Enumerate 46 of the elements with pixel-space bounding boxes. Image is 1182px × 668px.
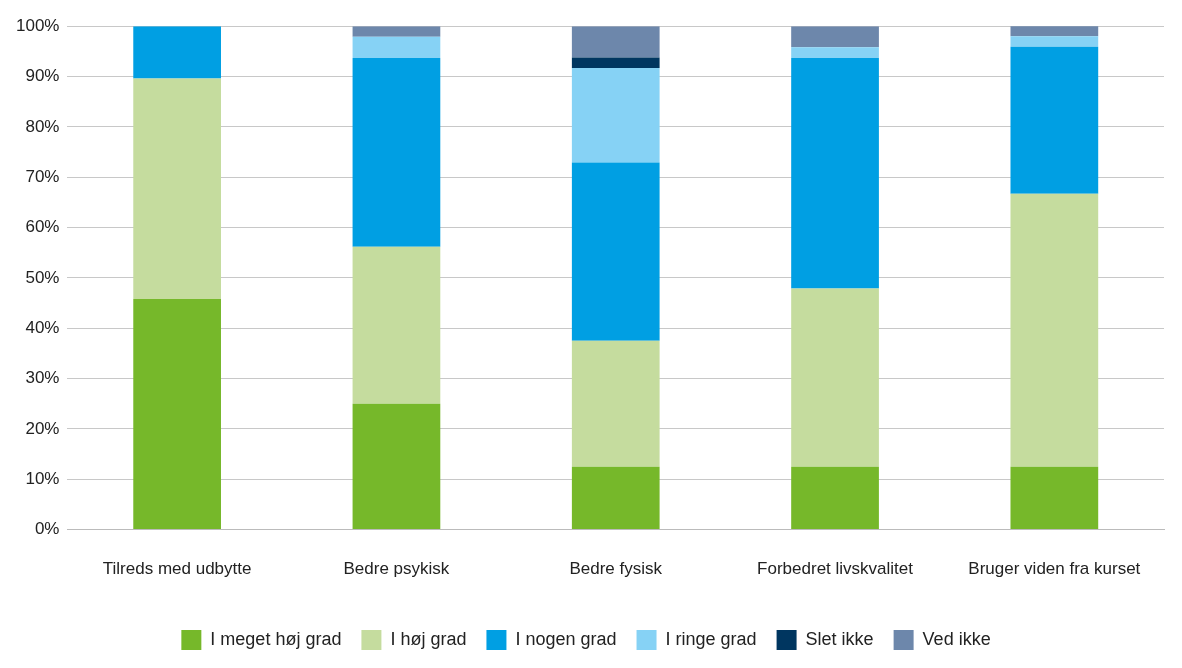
bar — [791, 57, 879, 289]
bar — [1010, 46, 1099, 194]
bar — [571, 26, 660, 58]
legend-label: Ved ikke — [922, 628, 991, 649]
legend-label: Slet ikke — [805, 628, 874, 649]
y-tick-label: 80% — [25, 116, 60, 136]
legend-label: I nogen grad — [515, 628, 617, 649]
y-tick-label: 60% — [25, 217, 60, 237]
y-tick-label: 40% — [25, 317, 60, 337]
bar — [352, 57, 441, 247]
bar — [133, 26, 221, 79]
bar — [571, 57, 660, 68]
x-tick-label: Bedre psykisk — [343, 559, 450, 579]
bar — [1010, 26, 1099, 37]
legend-label: I ringe grad — [665, 628, 757, 649]
bar — [571, 340, 660, 467]
bar — [352, 403, 441, 530]
y-tick-label: 70% — [25, 166, 60, 186]
bar — [791, 26, 879, 48]
bar — [791, 466, 879, 530]
bar — [133, 78, 221, 300]
y-tick-label: 30% — [25, 368, 60, 388]
x-tick-label: Bruger viden fra kurset — [968, 559, 1141, 579]
bar — [571, 466, 660, 530]
bar — [571, 67, 660, 163]
y-tick-label: 10% — [25, 468, 60, 488]
y-tick-label: 50% — [25, 267, 60, 287]
x-tick-label: Tilreds med udbytte — [102, 559, 252, 579]
bar — [352, 26, 441, 37]
bar — [352, 36, 441, 58]
bar — [1010, 193, 1099, 467]
legend-label: I meget høj grad — [210, 628, 342, 649]
bar — [571, 162, 660, 341]
x-tick-label: Bedre fysisk — [569, 559, 663, 579]
bar — [1010, 466, 1099, 530]
bar — [791, 47, 879, 58]
y-tick-label: 100% — [16, 15, 60, 35]
bar — [1010, 36, 1099, 47]
y-tick-label: 0% — [34, 519, 60, 539]
legend-label: I høj grad — [390, 628, 467, 649]
bar — [791, 288, 879, 467]
y-tick-label: 20% — [25, 418, 60, 438]
x-tick-label: Forbedret livskvalitet — [757, 559, 914, 579]
bar — [133, 299, 221, 530]
y-tick-label: 90% — [25, 66, 60, 86]
bar — [352, 246, 441, 404]
